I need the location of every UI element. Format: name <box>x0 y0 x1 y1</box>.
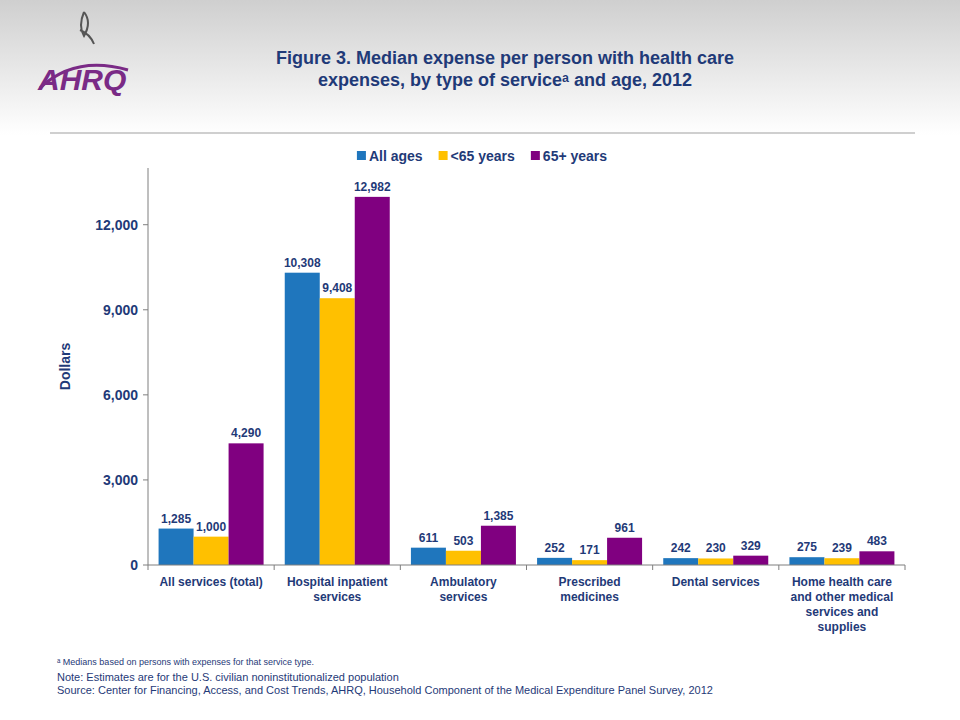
x-tick-label: Home health careand other medicalservice… <box>791 575 894 634</box>
bar <box>320 298 355 565</box>
bar <box>698 558 733 565</box>
bars <box>159 197 895 565</box>
bar <box>607 538 642 565</box>
header-rule <box>50 132 915 133</box>
logo: AHRQ <box>37 63 126 96</box>
bar <box>411 548 446 565</box>
bar <box>663 558 698 565</box>
x-tick-label-line: medicines <box>560 590 619 604</box>
x-tick-label-line: Hospital inpatient <box>287 575 388 589</box>
x-tick-label: Ambulatoryservices <box>430 575 497 604</box>
x-tick-label-line: Ambulatory <box>430 575 497 589</box>
annotation: Note: Estimates are for the U.S. civilia… <box>57 671 399 683</box>
x-tick-label-line: services <box>439 590 487 604</box>
y-tick <box>143 224 148 225</box>
legend-label: All ages <box>369 148 423 164</box>
y-tick <box>143 565 148 566</box>
x-tick-label-line: and other medical <box>791 590 894 604</box>
title-line: expenses, by type of serviceᵃ and age, 2… <box>318 70 692 90</box>
y-tick-label: 3,000 <box>103 472 138 488</box>
data-label: 329 <box>741 539 761 553</box>
y-tick-label: 12,000 <box>95 217 138 233</box>
x-tick-label-line: services and <box>806 605 879 619</box>
y-tick-label: 9,000 <box>103 302 138 318</box>
x-tick <box>400 565 401 570</box>
data-label: 242 <box>671 541 691 555</box>
bar <box>572 560 607 565</box>
x-tick-label: Hospital inpatientservices <box>287 575 388 604</box>
legend-swatch <box>439 151 448 160</box>
header-bg <box>0 0 960 135</box>
x-tick-label-line: All services (total) <box>159 575 262 589</box>
data-label: 239 <box>832 541 852 555</box>
x-tick-label-line: Dental services <box>672 575 760 589</box>
legend-label: 65+ years <box>543 148 607 164</box>
annotation: Source: Center for Financing, Access, an… <box>57 684 713 696</box>
data-label: 9,408 <box>322 281 352 295</box>
logo-emblem <box>80 12 94 44</box>
x-tick-label-line: Prescribed <box>559 575 621 589</box>
data-label: 483 <box>867 534 887 548</box>
title: Figure 3. Median expense per person with… <box>276 48 734 90</box>
data-label: 230 <box>706 541 726 555</box>
x-tick-label: All services (total) <box>159 575 262 589</box>
bar <box>481 526 516 565</box>
chart: AHRQ Figure 3. Median expense per person … <box>0 0 960 720</box>
data-label: 1,385 <box>483 509 513 523</box>
bar <box>159 529 194 565</box>
data-label: 171 <box>580 543 600 557</box>
x-tick <box>652 565 653 570</box>
data-label: 961 <box>615 521 635 535</box>
annotation: ᵃ Medians based on persons with expenses… <box>57 657 314 667</box>
legend-swatch <box>531 151 540 160</box>
data-label: 1,285 <box>161 512 191 526</box>
data-label: 503 <box>453 534 473 548</box>
bar <box>824 558 859 565</box>
x-tick-label-line: supplies <box>818 620 867 634</box>
x-tick <box>526 565 527 570</box>
x-tick <box>274 565 275 570</box>
bar <box>285 273 320 565</box>
y-tick <box>143 394 148 395</box>
y-tick-label: 6,000 <box>103 387 138 403</box>
y-tick <box>143 309 148 310</box>
title-line: Figure 3. Median expense per person with… <box>276 48 734 68</box>
bar <box>355 197 390 565</box>
bar <box>789 557 824 565</box>
y-axis <box>148 168 149 565</box>
data-label: 275 <box>797 540 817 554</box>
x-tick-label: Dental services <box>672 575 760 589</box>
data-label: 12,982 <box>354 180 391 194</box>
y-tick <box>143 479 148 480</box>
bar <box>229 443 264 565</box>
x-tick <box>778 565 779 570</box>
x-tick <box>905 565 906 570</box>
data-label: 611 <box>419 531 439 545</box>
bar <box>537 558 572 565</box>
legend-label: <65 years <box>451 148 515 164</box>
y-tick-label: 0 <box>130 557 138 573</box>
bar <box>733 556 768 565</box>
data-label: 252 <box>545 541 565 555</box>
data-label: 10,308 <box>284 256 321 270</box>
data-label: 4,290 <box>231 426 261 440</box>
x-tick-label: Prescribedmedicines <box>559 575 621 604</box>
x-tick-label-line: services <box>313 590 361 604</box>
data-label: 1,000 <box>196 520 226 534</box>
bar <box>859 551 894 565</box>
bar <box>194 537 229 565</box>
legend-swatch <box>357 151 366 160</box>
y-axis-label: Dollars <box>57 343 73 391</box>
x-tick <box>148 565 149 570</box>
bar <box>446 551 481 565</box>
x-tick-label-line: Home health care <box>792 575 892 589</box>
